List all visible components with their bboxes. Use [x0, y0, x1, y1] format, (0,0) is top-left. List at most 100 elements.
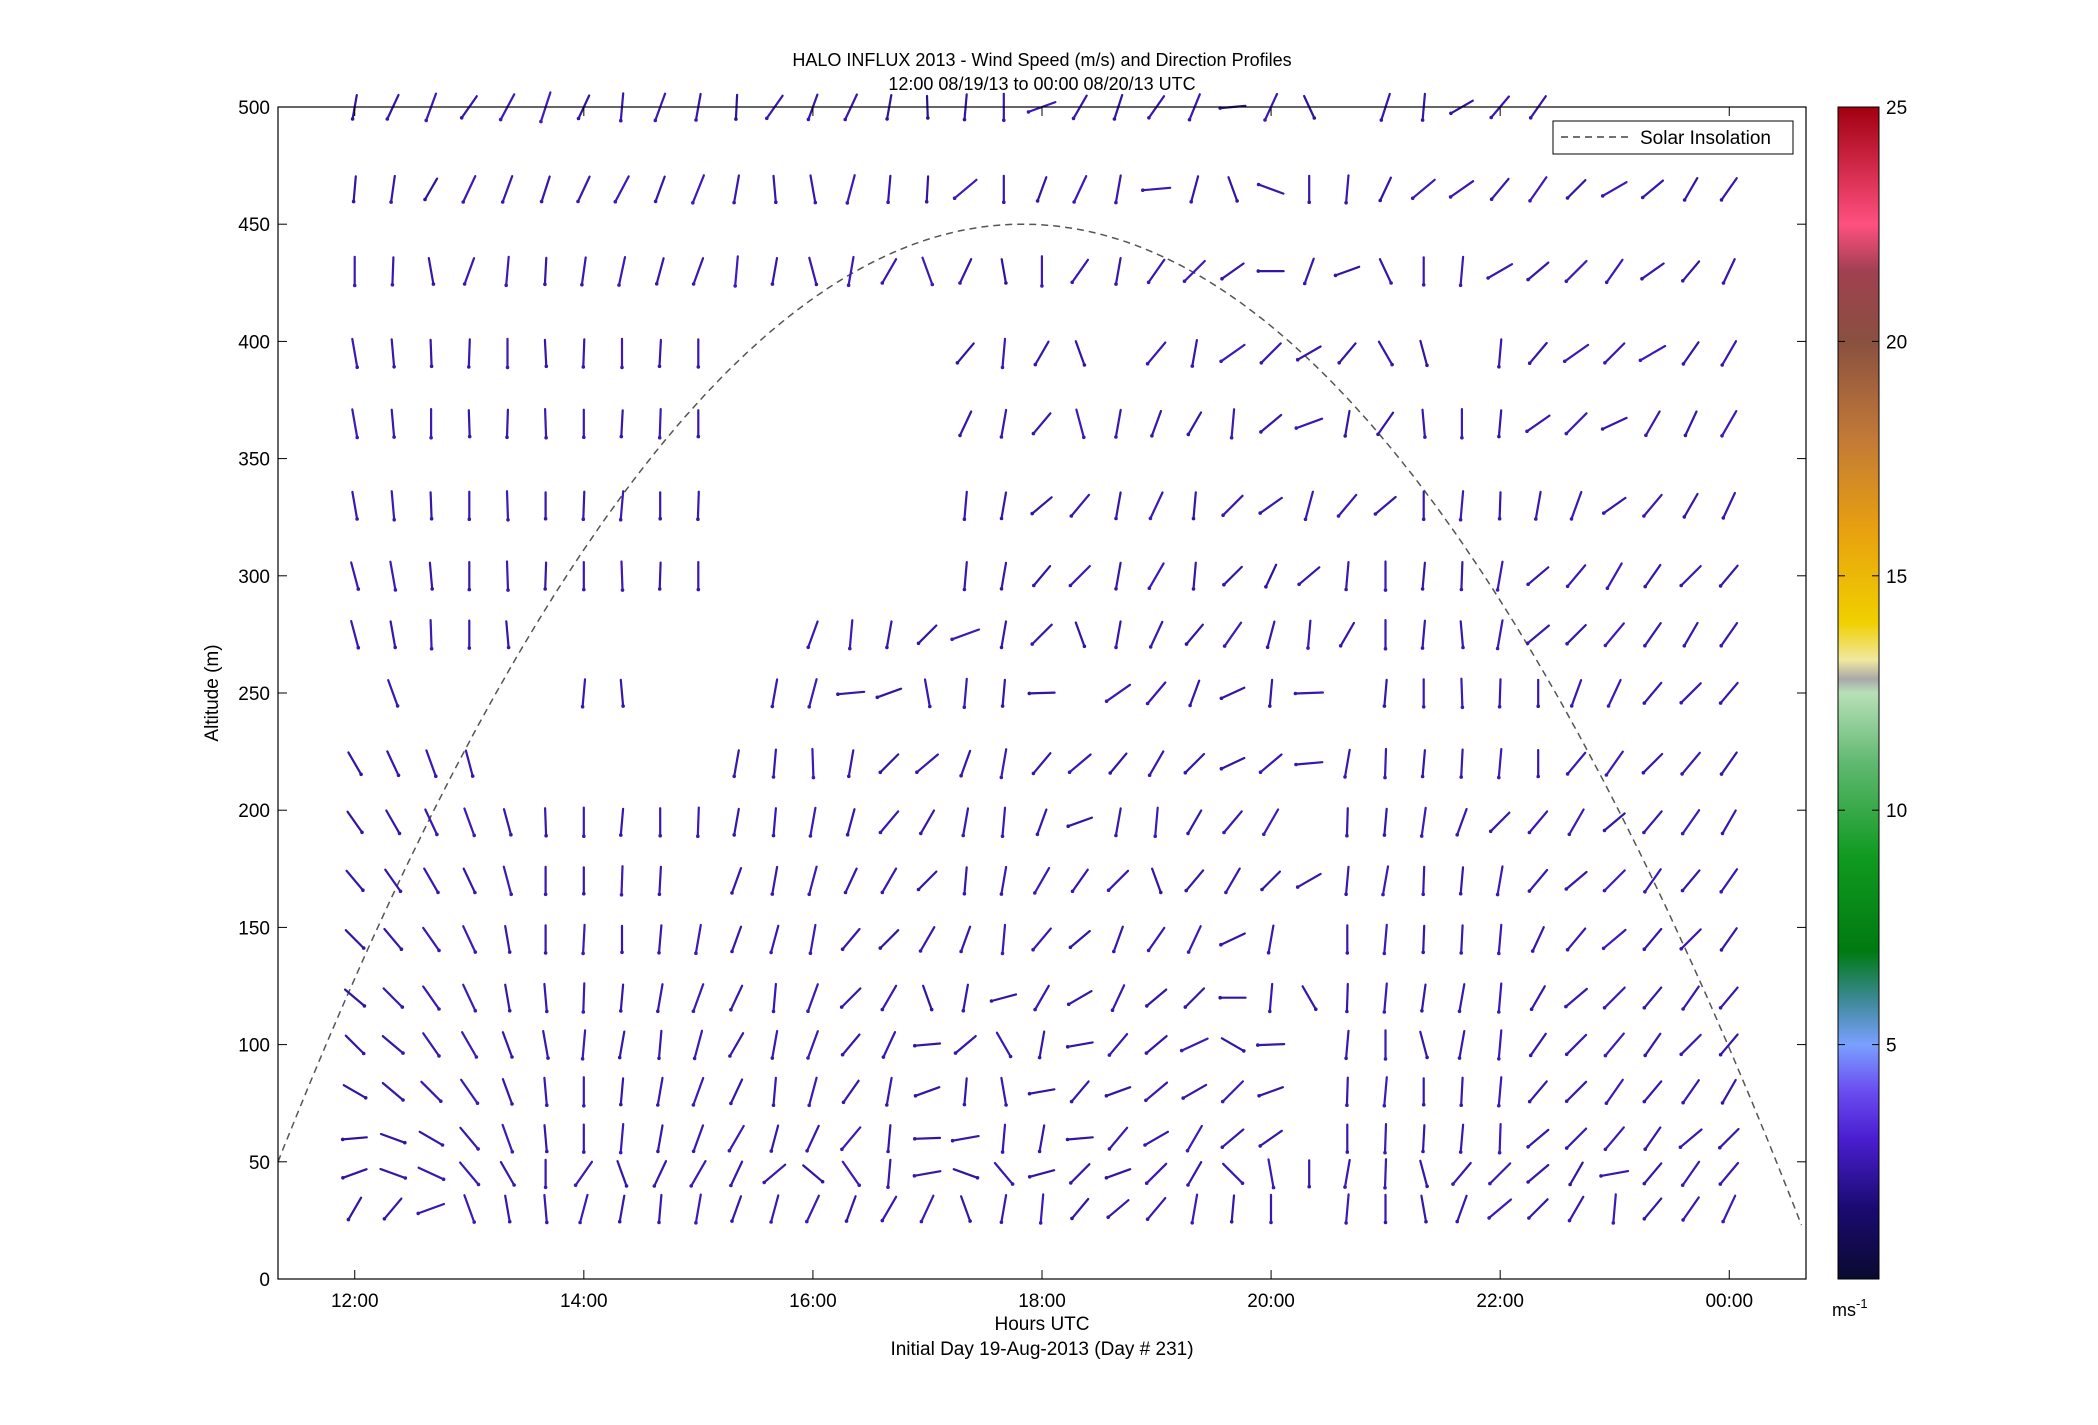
wind-vector [1224, 867, 1241, 895]
wind-vector [340, 1136, 368, 1142]
wind-vector [1603, 1126, 1625, 1152]
wind-vector [1383, 618, 1388, 651]
wind-vector [1106, 1199, 1130, 1219]
wind-vector [1682, 492, 1699, 519]
wind-vector [1420, 1194, 1428, 1224]
wind-vector [653, 92, 667, 123]
wind-vector [730, 1195, 743, 1223]
wind-vector [1488, 1162, 1512, 1186]
wind-vector [1075, 408, 1086, 440]
wind-vector [1526, 1163, 1550, 1184]
wind-vector [1191, 561, 1197, 591]
wind-vector [1000, 806, 1007, 838]
wind-vector [1107, 1126, 1129, 1151]
wind-vector [1604, 1078, 1624, 1105]
wind-vector [840, 927, 861, 951]
wind-vector [1643, 868, 1662, 894]
wind-vector [805, 1124, 820, 1153]
wind-vector [1564, 259, 1588, 284]
wind-vector [657, 408, 662, 440]
wind-vector [543, 561, 548, 591]
wind-vector [1569, 678, 1583, 708]
wind-vector [1564, 1127, 1588, 1150]
wind-vector [806, 1030, 819, 1060]
wind-vector [1345, 924, 1350, 955]
wind-vector [543, 807, 548, 838]
wind-vector [543, 924, 548, 955]
wind-vector [351, 490, 359, 521]
chart-title: HALO INFLUX 2013 - Wind Speed (m/s) and … [792, 50, 1291, 70]
wind-vector [499, 1160, 516, 1187]
wind-vector [1528, 176, 1548, 203]
wind-vector [657, 1193, 663, 1225]
wind-vector [1383, 560, 1388, 592]
wind-vector [505, 620, 511, 650]
wind-vector [1420, 92, 1427, 122]
wind-vector [350, 93, 358, 121]
wind-vector [467, 490, 472, 521]
wind-vector [390, 490, 397, 522]
wind-vector [1720, 809, 1737, 836]
wind-vector [919, 1194, 935, 1224]
wind-vector [999, 865, 1008, 896]
wind-vector [732, 807, 740, 837]
wind-vector [1000, 258, 1008, 285]
wind-vector [1721, 1194, 1737, 1224]
wind-vector [429, 491, 434, 521]
wind-vector [913, 1136, 942, 1141]
colorbar-gradient [1837, 106, 1880, 1280]
wind-vector [1642, 493, 1663, 518]
wind-vector [619, 807, 625, 837]
wind-vector [958, 410, 973, 438]
wind-vector [543, 1158, 548, 1190]
wind-vector [1033, 340, 1050, 367]
wind-vector [950, 1134, 980, 1143]
wind-vector [1074, 621, 1087, 649]
wind-vector [1382, 923, 1388, 956]
wind-vector [1459, 748, 1464, 779]
wind-vector [729, 1160, 744, 1188]
wind-vector [504, 983, 512, 1013]
wind-vector [1679, 1033, 1702, 1057]
wind-vector [1603, 1032, 1625, 1058]
wind-vector [652, 1159, 668, 1188]
wind-vector [582, 1076, 586, 1108]
wind-vector [1114, 174, 1122, 205]
wind-vector [886, 1124, 892, 1154]
wind-vector [459, 95, 478, 120]
wind-vector [505, 560, 510, 592]
wind-vector [770, 678, 779, 709]
wind-vector [1455, 1194, 1468, 1224]
wind-vector [582, 806, 586, 838]
wind-vector [1219, 756, 1246, 771]
wind-vector [467, 619, 472, 650]
wind-vector [1720, 410, 1738, 438]
wind-vector [1381, 865, 1390, 897]
wind-vector [1188, 679, 1201, 708]
wind-vector [1107, 1032, 1129, 1057]
wind-vector [1383, 1158, 1388, 1190]
wind-vector [885, 93, 893, 121]
wind-vector [423, 177, 439, 202]
wind-vector [1642, 681, 1663, 705]
wind-vector [1257, 1086, 1285, 1098]
wind-vector [542, 1029, 550, 1060]
wind-vector [915, 753, 940, 774]
wind-vector [581, 982, 586, 1014]
wind-vector [1681, 260, 1701, 283]
wind-vector [1536, 748, 1540, 779]
wind-vector [999, 620, 1008, 650]
wind-vector [1027, 1169, 1056, 1179]
wind-vector [886, 174, 892, 204]
wind-vector [1526, 1128, 1550, 1149]
wind-vector [578, 1193, 589, 1225]
wind-vector [1720, 1078, 1737, 1105]
wind-vector [1153, 806, 1159, 838]
wind-vector [1070, 868, 1089, 894]
wind-vector [1486, 263, 1514, 280]
wind-vector [580, 678, 587, 709]
wind-vector [461, 175, 477, 204]
wind-vector [505, 337, 510, 370]
wind-vector [1642, 986, 1663, 1010]
